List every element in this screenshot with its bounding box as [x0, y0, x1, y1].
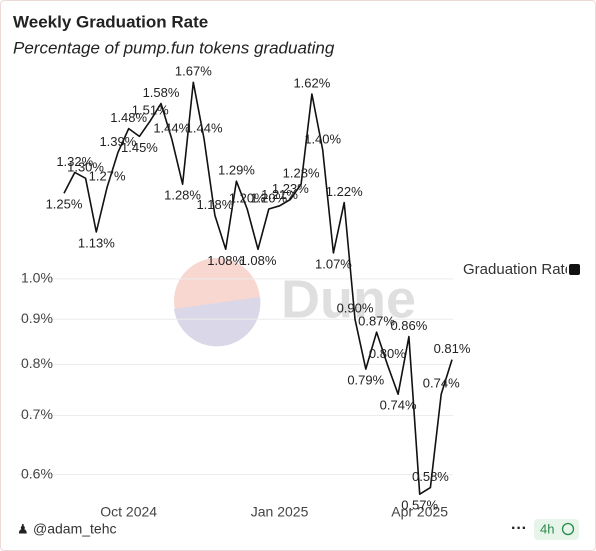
data-label: 1.25% — [46, 197, 83, 212]
y-tick-label: 0.9% — [21, 310, 53, 326]
y-tick-label: 0.7% — [21, 406, 53, 422]
data-label: 0.58% — [412, 469, 449, 484]
y-tick-label: 0.8% — [21, 355, 53, 371]
data-label: 0.86% — [390, 318, 427, 333]
menu-dots[interactable]: ··· — [511, 520, 527, 537]
y-tick-label: 0.6% — [21, 465, 53, 481]
data-label: 1.44% — [153, 121, 190, 136]
author-icon: ♟ — [17, 521, 29, 536]
data-label: 1.18% — [196, 197, 233, 212]
data-label: 1.32% — [56, 154, 93, 169]
data-label: 1.13% — [78, 235, 115, 250]
x-tick-label: Jan 2025 — [251, 504, 309, 520]
data-label: 1.23% — [272, 181, 309, 196]
data-label: 0.87% — [358, 314, 395, 329]
refresh-icon — [561, 522, 575, 536]
data-label: 1.29% — [218, 163, 255, 178]
data-label: 1.30% — [67, 160, 104, 175]
data-label: 1.44% — [186, 121, 223, 136]
line — [63, 81, 453, 495]
data-label: 1.39% — [99, 134, 136, 149]
watermark: Dune — [174, 258, 416, 347]
data-label: 1.21% — [261, 187, 298, 202]
data-label: 1.20% — [250, 190, 287, 205]
watermark-logo-part — [174, 297, 261, 347]
data-label: 1.28% — [164, 188, 201, 203]
legend-label: Graduation Rate — [463, 261, 573, 278]
chart-subtitle: Percentage of pump.fun tokens graduating — [13, 38, 335, 57]
data-label: 1.28% — [283, 166, 320, 181]
chart-title: Weekly Graduation Rate — [13, 12, 208, 31]
data-label: 0.90% — [337, 301, 374, 316]
data-label: 0.81% — [434, 341, 471, 356]
data-label: 1.48% — [110, 110, 147, 125]
data-label: 0.57% — [401, 498, 438, 513]
data-label: 1.27% — [89, 169, 126, 184]
data-label: 1.07% — [315, 256, 352, 271]
refresh-time: 4h — [540, 521, 554, 536]
legend-swatch — [569, 264, 580, 275]
data-label: 1.51% — [132, 102, 169, 117]
data-label: 1.58% — [143, 85, 180, 100]
data-label: 0.74% — [423, 376, 460, 391]
data-label: 1.22% — [326, 184, 363, 199]
y-tick-label: 1.0% — [21, 270, 53, 286]
data-label: 1.62% — [293, 75, 330, 90]
data-label: 1.67% — [175, 64, 212, 79]
data-label: 0.74% — [380, 398, 417, 413]
x-tick-label: Oct 2024 — [100, 504, 157, 520]
data-label: 0.79% — [347, 373, 384, 388]
data-label: 1.45% — [121, 140, 158, 155]
data-label: 1.40% — [304, 131, 341, 146]
data-label: 1.08% — [240, 253, 277, 268]
data-label: 1.08% — [207, 253, 244, 268]
data-label: 0.80% — [369, 346, 406, 361]
author: @adam_tehc — [33, 521, 116, 537]
x-tick-label: Apr 2025 — [391, 504, 448, 520]
data-label: 1.20% — [229, 190, 266, 205]
